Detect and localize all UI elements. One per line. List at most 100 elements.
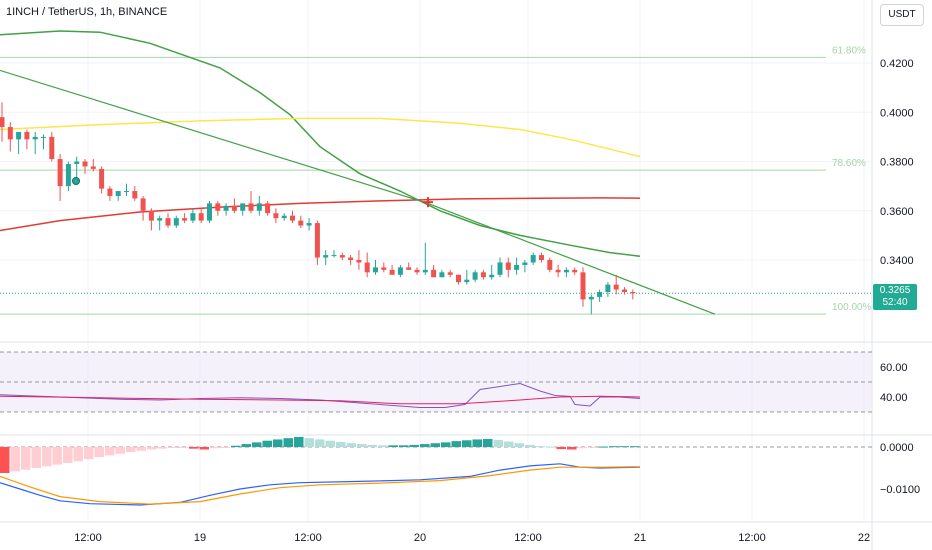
candle-body <box>572 269 578 273</box>
candle-body <box>422 269 428 273</box>
macd-histogram-bar <box>189 447 199 449</box>
candle-body <box>580 272 586 300</box>
candle-body <box>414 269 420 273</box>
candle-body <box>190 213 196 221</box>
macd-histogram-bar <box>441 442 451 447</box>
macd-histogram-bar <box>168 447 178 448</box>
fib-level-label: 61.80% <box>832 45 866 56</box>
macd-histogram-bar <box>420 444 430 447</box>
candle-body <box>563 269 569 273</box>
macd-histogram-bar <box>0 447 10 474</box>
time-axis-label: 19 <box>194 532 206 544</box>
macd-histogram-bar <box>504 441 514 447</box>
macd-histogram-bar <box>357 444 367 447</box>
candle-body <box>165 218 171 226</box>
macd-pane <box>0 436 872 506</box>
fib-level-label: 100.00% <box>832 302 872 313</box>
macd-histogram-bar <box>220 447 230 448</box>
candle-body <box>480 272 486 278</box>
moving-averages <box>0 30 716 315</box>
candle-body <box>265 203 271 214</box>
time-axis-label: 12:00 <box>514 532 542 544</box>
macd-histogram-bar <box>451 441 461 447</box>
candle-body <box>605 284 611 293</box>
price-axis-label: 0.3600 <box>880 206 914 218</box>
candle-body <box>406 267 412 270</box>
candle-body <box>364 262 370 273</box>
price-axis-label: 0.3400 <box>880 255 914 267</box>
candle-body <box>613 284 619 290</box>
candle-body <box>124 191 129 193</box>
currency-button[interactable]: USDT <box>880 4 924 26</box>
candle-body <box>49 136 55 160</box>
candles <box>0 102 636 315</box>
candle-body <box>622 289 627 293</box>
candle-body <box>588 296 594 300</box>
macd-histogram-bar <box>367 444 377 447</box>
macd-histogram-bar <box>378 445 388 447</box>
chart-title: 1INCH / TetherUS, 1h, BINANCE <box>6 6 168 18</box>
macd-histogram-bar <box>157 447 167 449</box>
macd-histogram-bar <box>63 447 73 463</box>
candle-body <box>381 267 387 270</box>
candle-body <box>298 220 304 226</box>
price-axis-label: 0.4200 <box>880 58 914 70</box>
signal-line <box>0 466 641 505</box>
candle-body <box>290 215 295 221</box>
macd-histogram-bar <box>52 447 62 465</box>
candle-body <box>132 191 138 199</box>
fibonacci-levels: 61.80% 78.60% 100.00% <box>0 45 872 315</box>
macd-histogram-bar <box>136 447 146 451</box>
candle-body <box>148 210 154 221</box>
candle-body <box>207 203 212 221</box>
macd-histogram-bar <box>283 438 293 447</box>
time-axis-label: 22 <box>858 532 870 544</box>
macd-histogram-bar <box>462 440 472 447</box>
macd-line <box>0 463 641 506</box>
candle-body <box>456 274 461 283</box>
macd-histogram-bar <box>199 447 209 450</box>
price-axis-label: 0.4000 <box>880 107 914 119</box>
price-axis-label: 0.3800 <box>880 157 914 169</box>
candle-body <box>0 117 5 128</box>
trend-line <box>0 69 716 315</box>
macd-histogram-bar <box>346 443 356 447</box>
macd-histogram-bar <box>31 447 41 468</box>
macd-histogram-bar <box>231 445 241 447</box>
macd-histogram-bar <box>556 447 566 450</box>
candle-body <box>198 213 204 221</box>
candle-body <box>348 257 354 260</box>
macd-histogram-bar <box>262 440 272 447</box>
candle-body <box>497 262 503 275</box>
signal-dot <box>72 177 80 185</box>
macd-histogram-bar <box>598 446 608 448</box>
macd-histogram-bar <box>252 442 262 447</box>
candle-body <box>157 218 163 221</box>
macd-histogram-bar <box>483 439 493 447</box>
candle-body <box>115 191 121 196</box>
candle-body <box>90 166 96 169</box>
rsi-line <box>0 382 641 408</box>
macd-histogram-bar <box>147 447 157 450</box>
candle-body <box>140 198 146 211</box>
candle-body <box>464 279 470 283</box>
candle-body <box>7 127 13 140</box>
candle-body <box>82 161 88 167</box>
candle-body <box>223 205 229 211</box>
candle-body <box>57 159 63 187</box>
last-price-badge: 0.3265 52:40 <box>873 284 917 310</box>
candle-body <box>489 274 495 278</box>
moving-average-green <box>0 30 641 258</box>
candle-body <box>314 223 320 258</box>
candle-body <box>231 205 237 211</box>
macd-histogram-bar <box>399 445 409 447</box>
candle-body <box>505 262 511 270</box>
candle-body <box>256 203 262 211</box>
candle-body <box>439 272 445 278</box>
macd-histogram-bar <box>94 447 104 458</box>
candle-body <box>323 255 329 258</box>
macd-histogram-bar <box>273 439 283 447</box>
macd-histogram-bar <box>105 447 115 456</box>
fib-level-label: 78.60% <box>832 158 866 169</box>
